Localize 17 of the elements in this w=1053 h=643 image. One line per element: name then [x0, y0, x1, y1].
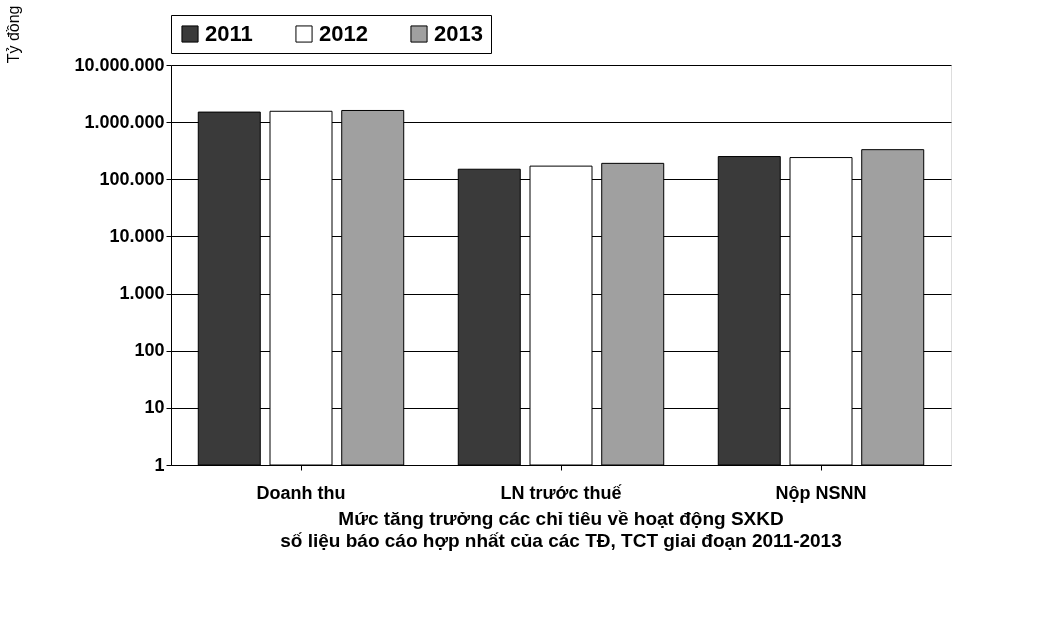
y-tick-label: 1.000 — [119, 283, 165, 304]
x-tick-label: Nộp NSNN — [775, 482, 867, 503]
legend-label: 2012 — [319, 21, 368, 46]
y-tick-label: 100.000 — [99, 168, 165, 189]
y-axis-title: Tỷ đồng — [4, 5, 22, 64]
x-tick-label: Doanh thu — [256, 482, 346, 503]
y-tick-label: 10.000 — [109, 225, 165, 246]
y-tick-label: 10.000.000 — [74, 54, 165, 75]
y-tick-label: 100 — [134, 340, 165, 361]
y-tick-label: 10 — [144, 397, 165, 418]
text: Mức tăng trưởng các chỉ tiêu về hoạt động SXKD — [338, 508, 784, 529]
text: số liệu báo cáo hợp nhất của các TĐ, TCT giai đoạn 2011-2013 — [280, 530, 842, 551]
y-tick-label: 1 — [154, 454, 165, 475]
y-tick-label: 1.000.000 — [84, 111, 165, 132]
legend-label: 2013 — [434, 21, 483, 46]
legend-label: 2011 — [205, 21, 253, 46]
x-tick-label: LN trước thuế — [500, 482, 623, 503]
